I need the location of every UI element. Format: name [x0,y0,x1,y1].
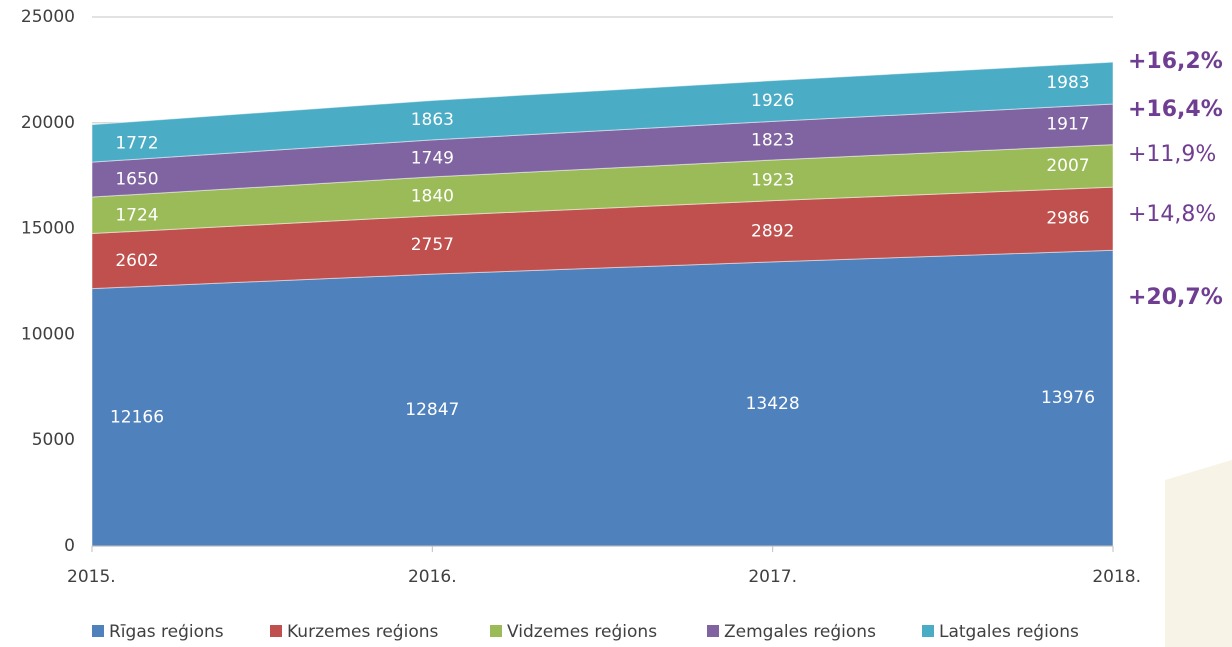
data-label: 2602 [115,251,158,271]
data-label: 2892 [751,221,794,241]
x-tick-label: 2018. [1092,567,1141,587]
annotation: +20,7% [1128,285,1223,310]
x-tick-label: 2016. [408,567,457,587]
data-label: 1749 [411,148,454,168]
data-label: 1983 [1046,73,1089,93]
data-label: 13976 [1041,388,1095,408]
data-label: 1840 [411,186,454,206]
annotation: +11,9% [1128,142,1216,167]
legend-label: Vidzemes reģions [507,622,657,642]
data-label: 1650 [115,170,158,190]
x-tick-label: 2017. [748,567,797,587]
area [91,61,1114,163]
legend-swatch [270,625,282,637]
y-tick-label: 15000 [21,219,75,239]
data-label: 12166 [110,407,164,427]
legend-swatch [707,625,719,637]
data-label: 13428 [746,394,800,414]
legend-swatch [922,625,934,637]
data-label: 2757 [411,235,454,255]
data-label: 1823 [751,131,794,151]
data-label: 1863 [411,110,454,130]
legend-swatch [490,625,502,637]
data-label: 2007 [1046,156,1089,176]
annotation: +16,2% [1128,49,1223,74]
annotation: +14,8% [1128,202,1216,227]
data-label: 12847 [405,400,459,420]
y-tick-label: 0 [64,536,75,556]
annotation: +16,4% [1128,97,1223,122]
decoration [1165,460,1232,647]
data-label: 1917 [1046,114,1089,134]
y-tick-label: 5000 [32,430,75,450]
legend-label: Zemgales reģions [724,622,876,642]
y-tick-label: 20000 [21,113,75,133]
legend-swatch [92,625,104,637]
y-tick-label: 10000 [21,324,75,344]
data-label: 1724 [115,205,158,225]
legend-label: Kurzemes reģions [287,622,438,642]
x-tick-label: 2015. [67,567,116,587]
data-label: 1923 [751,170,794,190]
y-tick-label: 25000 [21,7,75,27]
data-label: 1926 [751,91,794,111]
data-label: 2986 [1046,209,1089,229]
legend-label: Rīgas reģions [109,622,224,642]
legend-label: Latgales reģions [939,622,1079,642]
area [91,249,1114,547]
data-label: 1772 [115,133,158,153]
